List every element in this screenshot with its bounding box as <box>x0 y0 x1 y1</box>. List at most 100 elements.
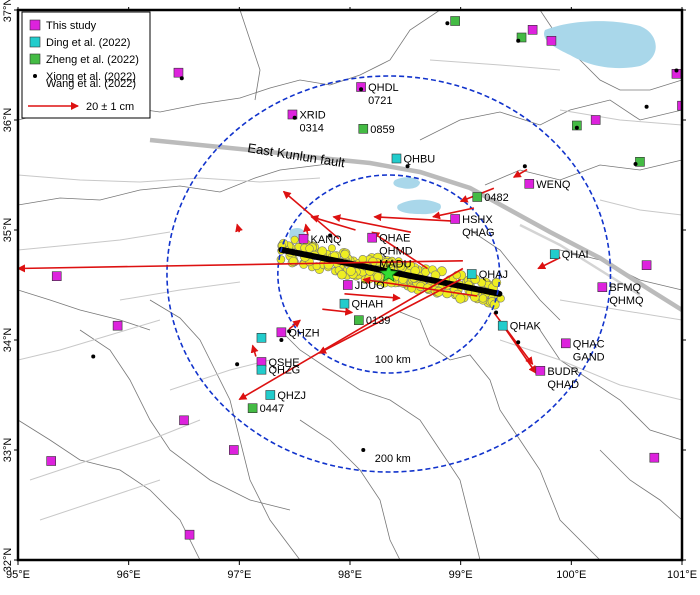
legend-xiong-dot <box>33 74 37 78</box>
circle-label: 200 km <box>375 453 411 465</box>
displacement-arrow <box>373 213 456 222</box>
aftershock <box>478 294 488 303</box>
station-marker <box>256 332 267 343</box>
aftershock <box>276 255 286 264</box>
station-label: WENQ <box>536 179 571 191</box>
lake-qinghai <box>544 21 656 69</box>
axis-ticks: 95°E 96°E 97°E 98°E 99°E 100°E 101°E 32°N 33°N 34… <box>2 0 697 581</box>
fault-line <box>29 419 201 481</box>
aftershock <box>442 288 452 299</box>
epicenter-star <box>379 263 399 283</box>
boundary-line <box>419 99 682 141</box>
aftershock <box>290 235 299 244</box>
east-kunlun-fault <box>149 137 682 312</box>
fault-line <box>18 174 321 183</box>
boundary-line <box>469 229 561 321</box>
displacement-arrow <box>238 267 464 401</box>
boundary-line <box>18 419 201 560</box>
station-label: 0482 <box>484 192 508 204</box>
station-label: QHAI <box>562 249 589 261</box>
fault-line <box>169 359 271 391</box>
displacement-arrow <box>344 293 401 302</box>
lake-eling <box>397 199 441 215</box>
station-label: QHAK <box>510 321 542 333</box>
station-marker <box>524 179 535 189</box>
station-label: 0139 <box>366 315 390 327</box>
fault-line <box>599 199 682 216</box>
station-label: XRID <box>299 110 325 122</box>
station-marker <box>367 232 377 243</box>
displacement-arrow <box>235 223 243 233</box>
xiong-point <box>516 340 521 345</box>
station-marker <box>391 153 402 164</box>
station-label: HSHX <box>462 214 493 226</box>
xiong-point <box>574 125 579 130</box>
station-marker <box>247 403 258 414</box>
displacement-arrow <box>250 344 259 357</box>
displacement-arrow <box>322 307 354 316</box>
station-marker <box>229 445 239 455</box>
boundary-line <box>599 449 682 521</box>
station-label: JDUO <box>355 280 385 292</box>
legend-symbol <box>29 53 41 65</box>
station-label: BFMQ <box>609 282 641 294</box>
station-marker <box>298 234 309 244</box>
station-label: 0314 <box>299 123 323 135</box>
station-marker <box>597 282 608 293</box>
aftershock <box>312 262 321 271</box>
displacement-arrow <box>512 168 528 178</box>
xiong-point <box>445 21 450 26</box>
station-marker <box>450 214 460 224</box>
displacement-arrow <box>288 319 301 330</box>
station-marker <box>649 452 660 463</box>
station-marker <box>342 280 353 290</box>
xiong-point <box>292 115 297 120</box>
aftershock <box>337 270 347 280</box>
displacement-arrows <box>18 168 561 401</box>
aftershock <box>340 249 350 259</box>
gnss-stations <box>46 16 682 540</box>
station-label: MADU <box>379 259 411 271</box>
xiong-point <box>179 76 184 81</box>
station-marker <box>358 124 369 134</box>
station-marker <box>641 260 652 271</box>
station-label: QHAH <box>351 299 383 311</box>
xiong-point <box>91 354 96 359</box>
station-marker <box>46 456 57 466</box>
station-marker <box>572 120 582 131</box>
xiong-point <box>633 162 638 166</box>
legend-symbol <box>29 36 41 48</box>
circle-label: 100 km <box>375 354 411 366</box>
x-tick-label: 95°E <box>6 569 30 581</box>
aftershock <box>373 272 383 282</box>
xiong-point <box>361 448 366 452</box>
station-marker <box>549 249 560 259</box>
displacement-arrow <box>303 223 312 236</box>
x-tick-label: 98°E <box>338 569 362 581</box>
station-marker <box>535 365 546 376</box>
station-label: 0721 <box>368 95 392 107</box>
station-label: QHAE <box>379 233 410 245</box>
y-tick-label: 34°N <box>2 328 14 353</box>
station-label: KANQ <box>311 234 343 246</box>
displacement-arrow <box>332 214 412 233</box>
station-label: QHAC <box>573 338 605 350</box>
station-marker <box>546 35 557 46</box>
station-label: QHZH <box>288 327 319 339</box>
aftershock <box>305 244 314 253</box>
station-marker <box>516 32 527 43</box>
y-tick-label: 32°N <box>2 548 14 573</box>
y-tick-label: 33°N <box>2 438 14 463</box>
xiong-point <box>279 338 284 342</box>
xiong-point <box>516 38 521 43</box>
station-label: 0447 <box>260 403 284 415</box>
fault-branch <box>519 223 641 297</box>
boundary-line <box>299 419 401 560</box>
xiong-point <box>328 233 333 238</box>
station-marker <box>560 338 571 349</box>
station-label: QHAD <box>547 379 579 391</box>
displacement-arrow <box>362 276 478 297</box>
distance-circle <box>166 75 612 473</box>
